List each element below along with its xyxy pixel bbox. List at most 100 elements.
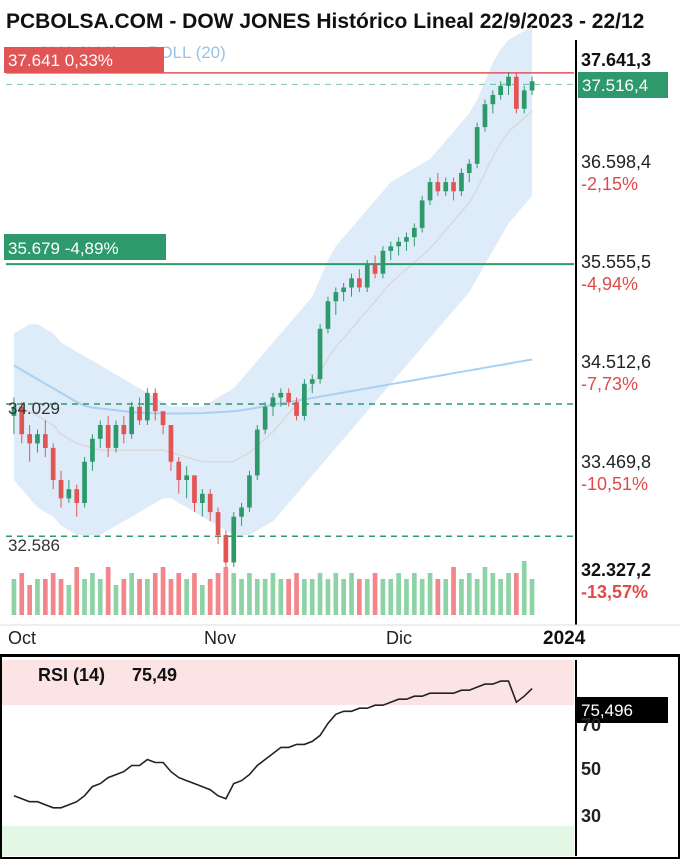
volume-bar [372, 573, 378, 615]
candle-body [160, 411, 166, 426]
candle-body [207, 493, 213, 513]
volume-bar [160, 567, 166, 615]
price-pct-4: -10,51% [581, 474, 648, 494]
last-price-tag: 37.516,4 [582, 76, 648, 95]
volume-bar [254, 579, 260, 615]
candle-body [168, 425, 174, 462]
volume-bar [192, 573, 197, 615]
volume-bar [35, 579, 40, 615]
volume-bar [380, 579, 386, 615]
candle-body [357, 278, 362, 288]
candle-body [66, 489, 72, 499]
candle-body [474, 127, 480, 164]
level-upper-label: 34.029 [8, 399, 60, 418]
candle-body [490, 95, 496, 105]
volume-bar [294, 573, 299, 615]
volume-bar [184, 579, 189, 615]
candle-body [74, 489, 80, 503]
volume-bar [239, 579, 244, 615]
volume-bar [105, 567, 111, 615]
candle-body [231, 516, 237, 563]
volume-bar [82, 579, 87, 615]
volume-bar [427, 573, 433, 615]
price-label-5: 32.327,2 [581, 560, 651, 580]
candle-body [82, 461, 87, 503]
rsi-overbought-zone [0, 660, 574, 706]
candle-body [404, 237, 409, 242]
volume-bar [325, 579, 331, 615]
last-price-tag-bg [578, 72, 668, 98]
candle-body [137, 406, 142, 421]
boll-indicator-label: BOLL (20) [148, 43, 226, 62]
candle-body [427, 182, 433, 201]
candle-body [380, 250, 386, 274]
candle-body [145, 392, 150, 421]
volume-bar [459, 579, 464, 615]
volume-bar [58, 579, 64, 615]
volume-bar [200, 585, 205, 615]
candle-body [192, 475, 197, 503]
volume-bar [168, 579, 174, 615]
candle-body [286, 392, 291, 403]
candle-body [412, 227, 417, 238]
candle-body [396, 241, 401, 247]
volume-bar [50, 573, 56, 615]
volume-bar [333, 573, 339, 615]
candle-body [364, 264, 370, 288]
volume-bar [466, 573, 472, 615]
candle-body [215, 512, 221, 535]
candle-body [200, 493, 205, 503]
candle-body [317, 328, 323, 380]
volume-bar [270, 573, 276, 615]
candle-body [247, 475, 252, 508]
candle-body [309, 379, 315, 384]
candle-body [152, 392, 158, 412]
rsi-level-50: 50 [581, 759, 601, 779]
candle-body [294, 402, 299, 416]
candle-body [184, 475, 189, 480]
rsi-oversold-zone [0, 825, 574, 856]
support-tag: 35.679 -4,89% [8, 239, 119, 258]
price-pct-2: -4,94% [581, 274, 638, 294]
candle-body [372, 264, 378, 274]
volume-bar [74, 567, 80, 615]
volume-bar [396, 573, 401, 615]
candle-body [451, 182, 456, 192]
candle-body [466, 163, 472, 173]
volume-bar [529, 579, 535, 615]
candle-body [333, 292, 339, 302]
price-label-0: 37.641,3 [581, 50, 651, 70]
candle-body [121, 425, 127, 435]
volume-bar [113, 585, 119, 615]
candle-body [58, 480, 64, 499]
candle-body [129, 406, 134, 435]
candle-body [35, 434, 40, 444]
rsi-tag-bg [576, 697, 668, 723]
candle-body [97, 425, 103, 439]
rsi-level-30: 30 [581, 806, 601, 826]
candle-body [325, 301, 331, 329]
volume-bar [412, 573, 417, 615]
candle-body [90, 438, 95, 462]
volume-bar [231, 573, 237, 615]
candle-body [239, 507, 244, 517]
volume-bar [474, 579, 480, 615]
price-label-3: 34.512,6 [581, 352, 651, 372]
level-lower-label: 32.586 [8, 536, 60, 555]
volume-bar [152, 573, 158, 615]
bollinger-band [13, 26, 533, 536]
candle-body [419, 200, 425, 228]
volume-bar [317, 573, 323, 615]
candle-body [176, 461, 182, 480]
candle-body [521, 90, 527, 109]
volume-bars [11, 561, 535, 615]
volume-bar [435, 579, 441, 615]
rsi-tag: 75,496 [581, 701, 633, 720]
volume-bar [388, 579, 394, 615]
volume-bar [521, 561, 527, 615]
volume-bar [129, 573, 134, 615]
candle-body [302, 383, 307, 416]
candle-body [482, 104, 488, 128]
volume-bar [247, 573, 252, 615]
volume-bar [451, 567, 456, 615]
